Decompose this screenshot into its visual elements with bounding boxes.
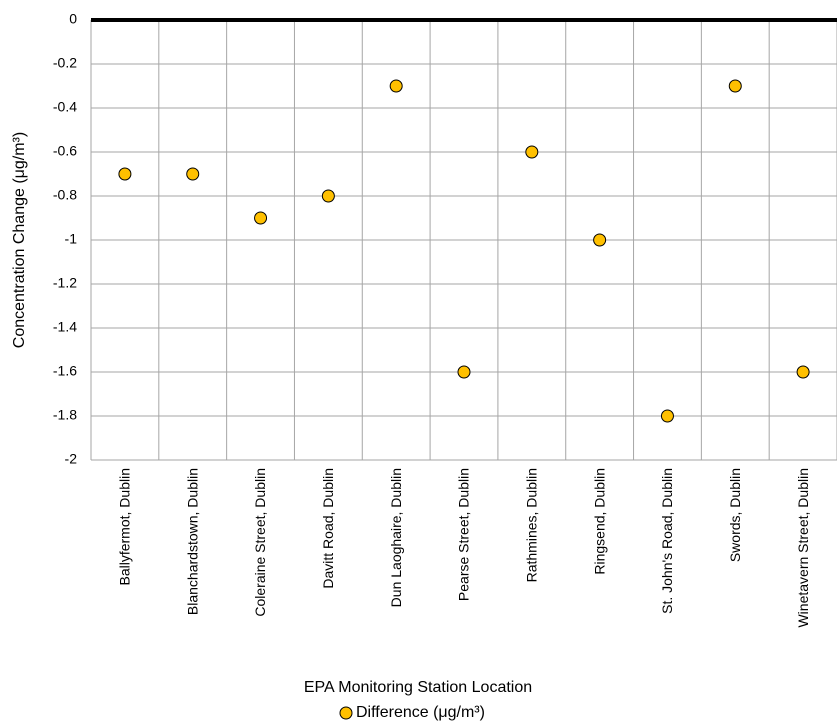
data-point [186,167,200,181]
x-tick-label: Pearse Street, Dublin [456,468,472,601]
x-tick-label: Swords, Dublin [727,468,743,562]
y-axis-label: Concentration Change (μg/m³) [11,132,28,348]
y-tick-label: -2 [65,451,78,467]
x-tick-label: Coleraine Street, Dublin [252,468,268,617]
x-tick-label: Blanchardstown, Dublin [184,468,200,615]
data-point [457,365,471,379]
y-tick-label: -1.8 [53,407,77,423]
data-point [389,79,403,93]
y-tick-label: -1.4 [53,319,77,335]
y-tick-label: -1.6 [53,363,77,379]
data-point [525,145,539,159]
y-tick-label: -1 [65,231,78,247]
data-point [321,189,335,203]
y-tick-label: -0.6 [53,143,77,159]
y-tick-label: -0.2 [53,55,77,71]
x-tick-label: Winetavern Street, Dublin [795,468,811,628]
x-tick-label: Davitt Road, Dublin [320,468,336,589]
data-point [796,365,810,379]
data-point [118,167,132,181]
y-tick-label: -0.8 [53,187,77,203]
legend-label: Difference (μg/m³) [356,704,485,721]
x-axis-label: EPA Monitoring Station Location [304,679,532,696]
data-point [728,79,742,93]
legend-marker [339,706,353,720]
data-point [254,211,268,225]
x-tick-label: Ringsend, Dublin [591,468,607,575]
y-tick-label: 0 [69,11,77,27]
x-tick-label: St. John's Road, Dublin [659,468,675,614]
data-point [660,409,674,423]
y-tick-label: -0.4 [53,99,77,115]
x-tick-label: Ballyfermot, Dublin [117,468,133,586]
x-tick-label: Dun Laoghaire, Dublin [388,468,404,607]
y-tick-label: -1.2 [53,275,77,291]
data-point [593,233,607,247]
x-tick-label: Rathmines, Dublin [524,468,540,582]
